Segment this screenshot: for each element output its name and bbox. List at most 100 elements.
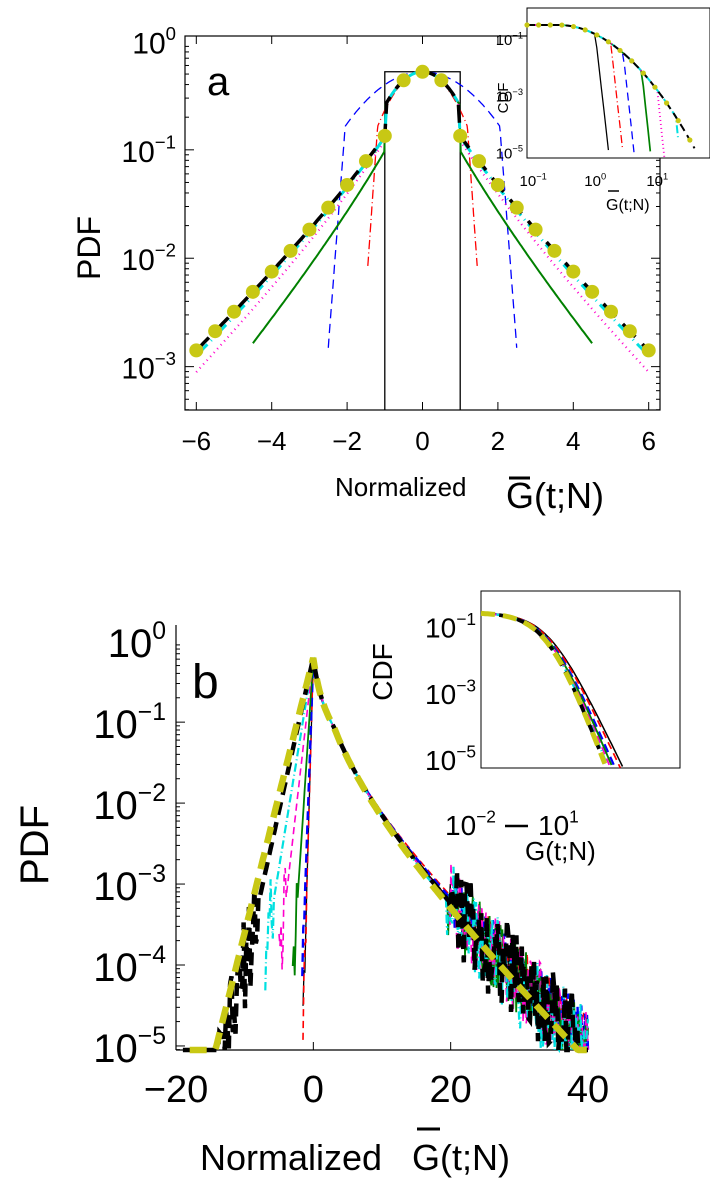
panel-a-inset-x-tick-label: 100 (584, 171, 606, 190)
panel-b-inset-series-5 (480, 612, 610, 766)
panel-b-series-7 (182, 658, 588, 1053)
panel-a-inset-x-tick-label: 10−1 (520, 171, 547, 190)
panel-a-series-8-point (396, 73, 411, 88)
panel-a-inset-series-8-point (524, 22, 530, 28)
panel-b-inset-series-2 (480, 612, 622, 769)
panel-a-series-8-point (547, 243, 562, 258)
panel-a-series-8-point (472, 154, 487, 169)
panel-b-label: b (192, 656, 219, 709)
panel-b-inset-y-tick-label: 10−5 (425, 741, 476, 776)
panel-b-xlabel-symbol: G(t;N) (412, 1137, 510, 1178)
panel-a-inset-series-8-point (536, 22, 542, 28)
panel-a-inset-series-8-point (663, 100, 670, 106)
panel-a-x-tick-label: 0 (415, 426, 429, 456)
panel-a-inset-x-tick-labels: 10−1 100 101 (520, 171, 669, 190)
panel-a-x-tick-label: 6 (641, 426, 655, 456)
panel-a-x-tick-labels: −6 −4 −2 0 2 4 6 (181, 426, 655, 456)
panel-a-inset-xlabel: G(t;N) (606, 197, 650, 214)
panel-a-series-8-point (528, 222, 543, 237)
panel-a-inset-series-8-point (617, 47, 623, 54)
panel-b-ticks (175, 644, 589, 1051)
panel-b-series (182, 656, 590, 1054)
panel-a-x-tick-label: −4 (257, 426, 287, 456)
panel-b-inset-x-tick-label: 10−2 (445, 806, 496, 841)
panel-b-y-tick-label: 10−5 (93, 1023, 166, 1071)
panel-a-series-8-point (415, 64, 430, 79)
panel-a-inset-series-8-point (652, 84, 658, 90)
panel-a-inset-y-tick-label: 10−3 (496, 87, 523, 106)
panel-a-inset-ylabel: CDF (495, 83, 512, 114)
panel-b-x-tick-label: 0 (303, 1069, 324, 1111)
panel-b-inset-series-8 (480, 610, 608, 765)
panel-a-inset-series-8-point (594, 32, 600, 38)
panel-b-y-tick-labels: 100 10−1 10−2 10−3 10−4 10−5 (93, 618, 166, 1071)
panel-a-series-8-point (189, 343, 204, 358)
panel-a-inset-series-8-point (547, 22, 553, 28)
panel-a-inset-series-8-point (582, 27, 588, 33)
panel-a-y-tick-label: 10−3 (121, 348, 176, 386)
panel-a-y-tick-label: 10−2 (121, 240, 176, 278)
panel-b: b 100 10−1 10−2 10−3 10−4 10−5 −20 0 20 40 PDF N… (13, 590, 681, 1178)
panel-b-x-tick-label: −20 (144, 1069, 208, 1111)
panel-a-series-8-point (603, 304, 618, 319)
panel-a-series-8-point (302, 222, 317, 237)
panel-b-inset-y-tick-labels: 10−1 10−3 10−5 (425, 609, 476, 776)
panel-a-series-8-point (283, 243, 298, 258)
panel-b-inset-ylabel: CDF (367, 643, 398, 701)
panel-a-series (189, 64, 656, 410)
panel-a-x-tick-label: −2 (332, 426, 362, 456)
panel-a-inset-y-tick-labels: 10−1 10−3 10−5 (496, 30, 523, 162)
panel-a-series-8-point (509, 200, 524, 215)
panel-a-series-8-point (622, 324, 637, 339)
panel-a-inset-series-8-point (605, 39, 612, 45)
panel-a-series-8-point (208, 324, 223, 339)
panel-b-inset-xlabel: G(t;N) (525, 836, 596, 866)
panel-b-x-tick-label: 40 (567, 1069, 609, 1111)
panel-b-y-tick-label: 10−2 (93, 780, 166, 828)
panel-b-inset-x-tick-label: 101 (538, 806, 579, 841)
panel-a-series-8-point (453, 128, 468, 143)
panel-a-series-8-point (358, 154, 373, 169)
panel-a-series-8-point (340, 177, 355, 192)
panel-a-series-8-point (490, 177, 505, 192)
panel-b-inset-y-tick-label: 10−3 (425, 675, 476, 710)
panel-b-y-tick-label: 10−1 (93, 699, 166, 747)
panel-a-label: a (207, 60, 230, 104)
panel-a-series-8-point (321, 200, 336, 215)
panel-a-series-8-point (641, 343, 656, 358)
panel-a-series-8-point (585, 284, 600, 299)
panel-a-y-tick-label: 100 (132, 23, 176, 61)
panel-a-inset-series (524, 22, 696, 158)
panel-a-series-3 (327, 71, 518, 348)
panel-a-ylabel: PDF (71, 216, 107, 280)
panel-b-series-8 (189, 657, 588, 1054)
panel-a-series-8-point (434, 73, 449, 88)
panel-a-x-tick-label: −6 (181, 426, 211, 456)
panel-b-inset-x-tick-labels: 10−2 101 (445, 806, 579, 841)
panel-b-inset: CDF 10−1 10−3 10−5 10−2 101 G(t;N) (367, 590, 681, 866)
panel-b-y-tick-label: 100 (108, 618, 166, 666)
panel-a-xlabel-symbol: G(t;N) (506, 475, 604, 516)
panel-a-series-8-point (264, 264, 279, 279)
panel-b-xlabel-prefix: Normalized (200, 1137, 382, 1178)
panel-a-inset-series-8-point (629, 58, 635, 64)
panel-a-y-tick-labels: 100 10−1 10−2 10−3 (121, 23, 176, 386)
panel-a-inset-frame (526, 7, 710, 159)
panel-a-series-8-point (377, 128, 392, 143)
panel-a-y-tick-label: 10−1 (121, 131, 176, 169)
panel-a-inset-y-tick-label: 10−1 (496, 30, 523, 49)
panel-a-series-8-point (245, 284, 260, 299)
panel-a-inset: CDF 10−1 10−3 10−5 10−1 100 101 G(t;N) (495, 7, 710, 214)
panel-b-y-tick-label: 10−3 (93, 861, 166, 909)
panel-b-inset-y-tick-label: 10−1 (425, 609, 476, 644)
panel-a-inset-x-tick-label: 101 (646, 171, 668, 190)
panel-a-inset-series-8-point (570, 23, 577, 30)
panel-a-series-8-point (566, 264, 581, 279)
panel-b-x-tick-label: 20 (430, 1069, 472, 1111)
panel-a: a 100 10−1 10−2 10−3 −6 −4 −2 0 2 4 6 PDF Normali… (71, 7, 710, 516)
panel-a-inset-y-tick-label: 10−5 (496, 144, 523, 163)
panel-a-inset-series-8-point (687, 137, 693, 143)
panel-a-inset-series-8-point (640, 70, 646, 76)
panel-b-x-tick-labels: −20 0 20 40 (144, 1069, 609, 1111)
